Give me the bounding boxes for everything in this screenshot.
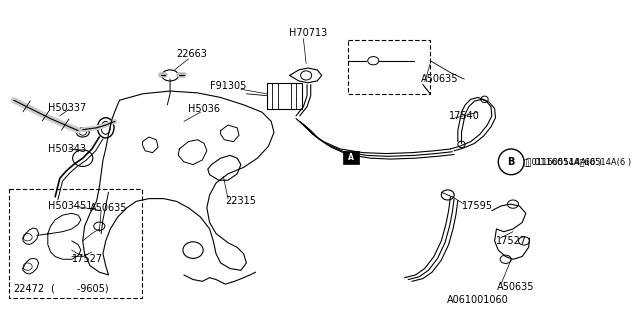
Text: A061001060: A061001060	[447, 295, 509, 305]
Text: 17595: 17595	[461, 201, 493, 211]
Text: 17527: 17527	[72, 254, 103, 264]
Bar	[267, 83, 301, 108]
Text: 22663: 22663	[177, 49, 207, 59]
Text: 17527: 17527	[497, 236, 527, 246]
Text: H50343: H50343	[48, 144, 86, 154]
Text: A: A	[348, 153, 354, 162]
Text: H503451: H503451	[48, 201, 92, 211]
Text: H50337: H50337	[48, 103, 86, 113]
Bar	[9, 189, 143, 298]
Text: 17540: 17540	[449, 111, 479, 121]
Text: H70713: H70713	[289, 28, 327, 38]
Text: A50635: A50635	[421, 74, 458, 84]
Text: Ⓑ 01160514A〆60514A(6 ): Ⓑ 01160514A〆60514A(6 )	[524, 157, 631, 166]
Text: (       -9605): ( -9605)	[51, 284, 108, 294]
Text: H5036: H5036	[188, 104, 220, 115]
Text: 22315: 22315	[225, 196, 256, 206]
Text: 22472: 22472	[13, 284, 44, 294]
Text: Ⓑ 01160514A(6 ): Ⓑ 01160514A(6 )	[526, 157, 602, 166]
Text: A50635: A50635	[90, 203, 127, 213]
Bar	[343, 151, 360, 164]
Text: F91305: F91305	[210, 82, 246, 92]
Bar	[348, 41, 430, 94]
Text: B: B	[508, 157, 515, 167]
Text: A50635: A50635	[497, 282, 534, 292]
